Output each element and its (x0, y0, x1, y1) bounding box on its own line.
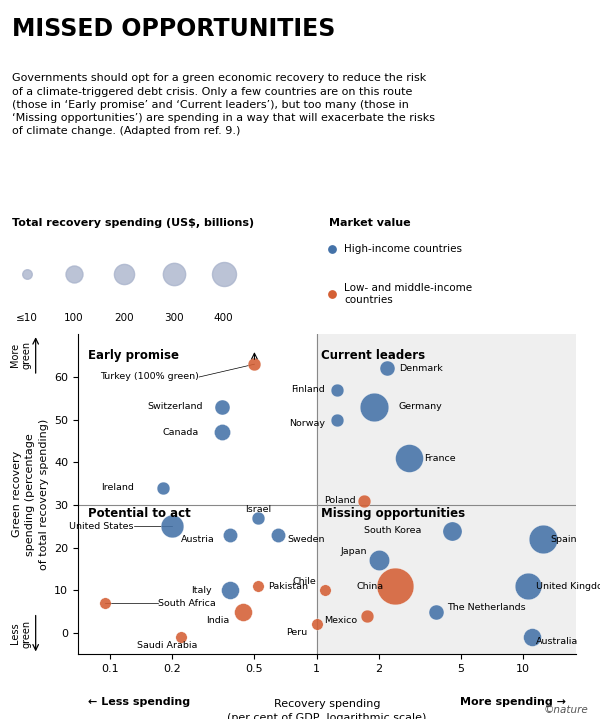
Point (523, 580, 532, 592)
Y-axis label: Green recovery
spending (percentage
of total recovery spending): Green recovery spending (percentage of t… (12, 418, 49, 570)
Text: 200: 200 (114, 313, 133, 323)
Text: Pakistan: Pakistan (268, 582, 308, 590)
Text: Finland: Finland (292, 385, 325, 394)
Text: ©nature: ©nature (543, 705, 588, 715)
Text: MISSED OPPORTUNITIES: MISSED OPPORTUNITIES (12, 17, 335, 41)
Text: Total recovery spending (US$, billions): Total recovery spending (US$, billions) (12, 218, 254, 228)
Point (362, 610, 371, 622)
Text: 400: 400 (214, 313, 233, 323)
Text: India: India (206, 615, 230, 625)
Point (328, 243, 337, 255)
Text: 100: 100 (64, 313, 83, 323)
Point (538, 533, 548, 545)
Point (383, 362, 392, 374)
Point (332, 414, 341, 426)
Text: Potential to act: Potential to act (88, 507, 190, 520)
Point (370, 401, 379, 413)
Point (169, 268, 178, 280)
Text: Austria: Austria (181, 535, 214, 544)
Text: Spain: Spain (550, 535, 577, 544)
Text: 300: 300 (164, 313, 184, 323)
Text: Saudi Arabia: Saudi Arabia (137, 641, 198, 650)
Text: United Kingdom: United Kingdom (536, 582, 600, 590)
Bar (317, 334, 576, 505)
Text: Missing opportunities: Missing opportunities (321, 507, 465, 520)
Text: Less
green: Less green (10, 620, 32, 648)
Point (218, 401, 227, 413)
Point (374, 554, 383, 566)
Text: Turkey (100% green): Turkey (100% green) (100, 372, 199, 382)
Point (404, 452, 414, 464)
Point (273, 529, 283, 541)
Text: Chile: Chile (293, 577, 317, 586)
Point (527, 631, 536, 643)
Point (225, 529, 235, 541)
Text: Japan: Japan (340, 547, 367, 557)
Text: Canada: Canada (163, 428, 199, 437)
Text: Early promise: Early promise (88, 349, 179, 362)
Text: High-income countries: High-income countries (344, 244, 462, 254)
Point (447, 525, 457, 536)
Text: ← Less spending: ← Less spending (88, 697, 190, 707)
Text: ≤10: ≤10 (16, 313, 38, 323)
Text: Peru: Peru (286, 628, 307, 638)
Point (332, 384, 341, 395)
Point (225, 585, 235, 596)
Text: Denmark: Denmark (399, 364, 443, 373)
Point (167, 521, 177, 532)
Text: Israel: Israel (245, 505, 271, 514)
Text: South Korea: South Korea (364, 526, 421, 535)
Point (219, 268, 229, 280)
Point (22, 268, 31, 280)
Text: United States: United States (69, 522, 134, 531)
Text: More
green: More green (10, 341, 32, 369)
Text: France: France (424, 454, 455, 462)
X-axis label: Recovery spending
(per cent of GDP, logarithmic scale): Recovery spending (per cent of GDP, loga… (227, 699, 427, 719)
Text: Australia: Australia (536, 637, 578, 646)
Text: Poland: Poland (325, 496, 356, 505)
Point (253, 580, 263, 592)
Text: Current leaders: Current leaders (321, 349, 425, 362)
Point (69, 268, 79, 280)
Text: Italy: Italy (191, 586, 212, 595)
Text: The Netherlands: The Netherlands (448, 603, 526, 612)
Point (320, 585, 330, 596)
Text: Governments should opt for a green economic recovery to reduce the risk
of a cli: Governments should opt for a green econo… (12, 73, 435, 136)
Point (119, 268, 128, 280)
Point (158, 482, 167, 494)
Point (312, 618, 322, 630)
Text: Mexico: Mexico (325, 615, 358, 625)
Text: South Africa: South Africa (158, 599, 215, 608)
Text: China: China (356, 582, 383, 590)
Text: Low- and middle-income
countries: Low- and middle-income countries (344, 283, 472, 305)
Point (250, 359, 259, 370)
Point (359, 495, 369, 506)
Text: Switzerland: Switzerland (147, 403, 202, 411)
Text: Ireland: Ireland (101, 483, 134, 493)
Point (328, 288, 337, 299)
Point (176, 631, 185, 643)
Bar (317, 505, 576, 654)
Text: Sweden: Sweden (287, 535, 325, 544)
Point (238, 606, 248, 618)
Text: More spending →: More spending → (460, 697, 566, 707)
Text: Germany: Germany (399, 403, 443, 411)
Text: Market value: Market value (329, 218, 411, 228)
Point (218, 426, 227, 438)
Point (391, 580, 400, 592)
Point (431, 606, 441, 618)
Point (101, 597, 110, 609)
Text: Norway: Norway (289, 419, 325, 429)
Point (253, 512, 263, 523)
